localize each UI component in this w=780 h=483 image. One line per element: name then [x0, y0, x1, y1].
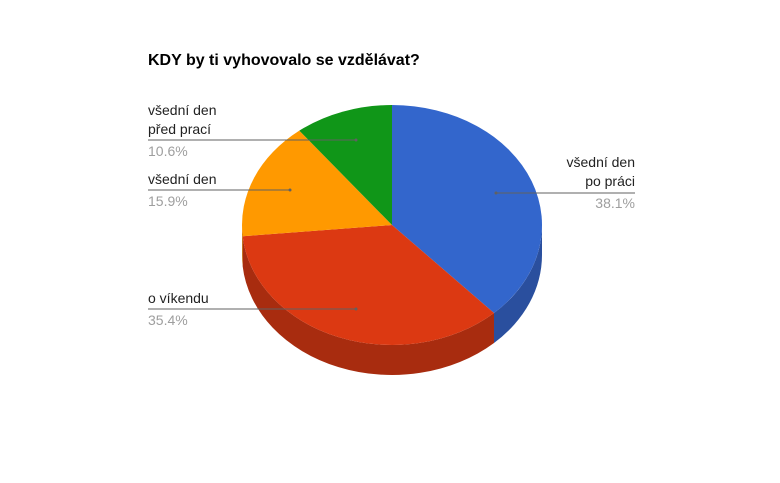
pie-slice-0[interactable] [392, 105, 542, 313]
slice-value-label-2: 15.9% [148, 193, 188, 209]
leader-dot-3 [354, 138, 358, 142]
slice-label-0: všední den [567, 154, 636, 170]
slice-value-label-1: 35.4% [148, 312, 188, 328]
leader-dot-0 [494, 191, 498, 195]
leader-dot-2 [288, 188, 292, 192]
slice-label-1: o víkendu [148, 290, 209, 306]
slice-side-1 [242, 236, 494, 375]
slice-value-label-3: 10.6% [148, 143, 188, 159]
slice-side-2 [242, 225, 243, 267]
slice-labels: všední den po práci 38.1% o víkendu 35.4% vše… [148, 102, 635, 328]
pie-slice-3[interactable] [299, 105, 392, 225]
leader-dot-1 [354, 307, 358, 311]
slice-label-0: po práci [585, 173, 635, 189]
slice-label-2: všední den [148, 171, 217, 187]
chart-title: KDY by ti vyhovovalo se vzdělávat? [148, 52, 420, 69]
pie-slices [241, 105, 542, 346]
slice-side-0 [493, 225, 542, 343]
slice-label-3: před prací [148, 121, 211, 137]
slice-label-3: všední den [148, 102, 217, 118]
pie-slice-2[interactable] [241, 130, 392, 237]
pie-sides [242, 225, 542, 375]
pie-slice-1[interactable] [242, 225, 494, 346]
slice-value-label-0: 38.1% [595, 195, 635, 211]
